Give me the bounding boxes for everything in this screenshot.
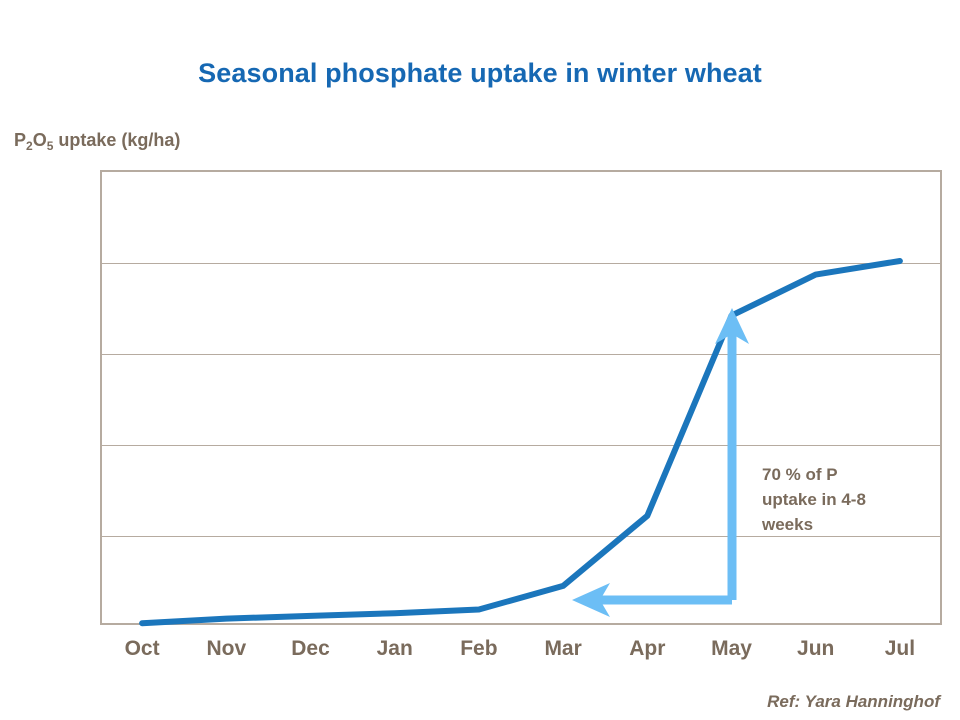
x-axis-labels: Oct Nov Dec Jan Feb Mar Apr May Jun Jul [100, 637, 942, 661]
y-axis-title-sub1: 2 [26, 139, 33, 153]
x-tick-label-oct: Oct [124, 637, 160, 660]
gridline-40 [102, 263, 940, 264]
y-axis-title-post: uptake (kg/ha) [53, 130, 181, 150]
source-reference: Ref: Yara Hanninghof [767, 692, 940, 711]
x-tick-label-jan: Jan [376, 637, 413, 660]
gridline-20 [102, 445, 940, 446]
x-tick-label-mar: Mar [544, 637, 582, 660]
uptake-callout-annotation: 70 % of P uptake in 4-8 weeks [762, 462, 922, 537]
callout-line-1: 70 % of P [762, 465, 838, 484]
callout-line-3: weeks [762, 515, 814, 534]
plot-area [100, 170, 942, 625]
x-tick-label-jun: Jun [797, 637, 835, 660]
x-tick-label-feb: Feb [460, 637, 498, 660]
y-axis-title-pre: P [14, 130, 27, 150]
y-axis-title: P2O5 uptake (kg/ha) [14, 130, 181, 153]
callout-line-2: uptake in 4-8 [762, 490, 866, 509]
y-axis-title-sub2: 5 [46, 139, 54, 153]
x-tick-label-nov: Nov [206, 637, 247, 660]
chart-title: Seasonal phosphate uptake in winter whea… [198, 58, 762, 88]
gridline-30 [102, 354, 940, 355]
y-axis-title-mid: O [32, 130, 47, 150]
x-tick-label-jul: Jul [884, 637, 916, 660]
x-tick-label-dec: Dec [291, 637, 330, 660]
x-tick-label-may: May [711, 637, 752, 660]
x-tick-label-apr: Apr [629, 637, 666, 660]
